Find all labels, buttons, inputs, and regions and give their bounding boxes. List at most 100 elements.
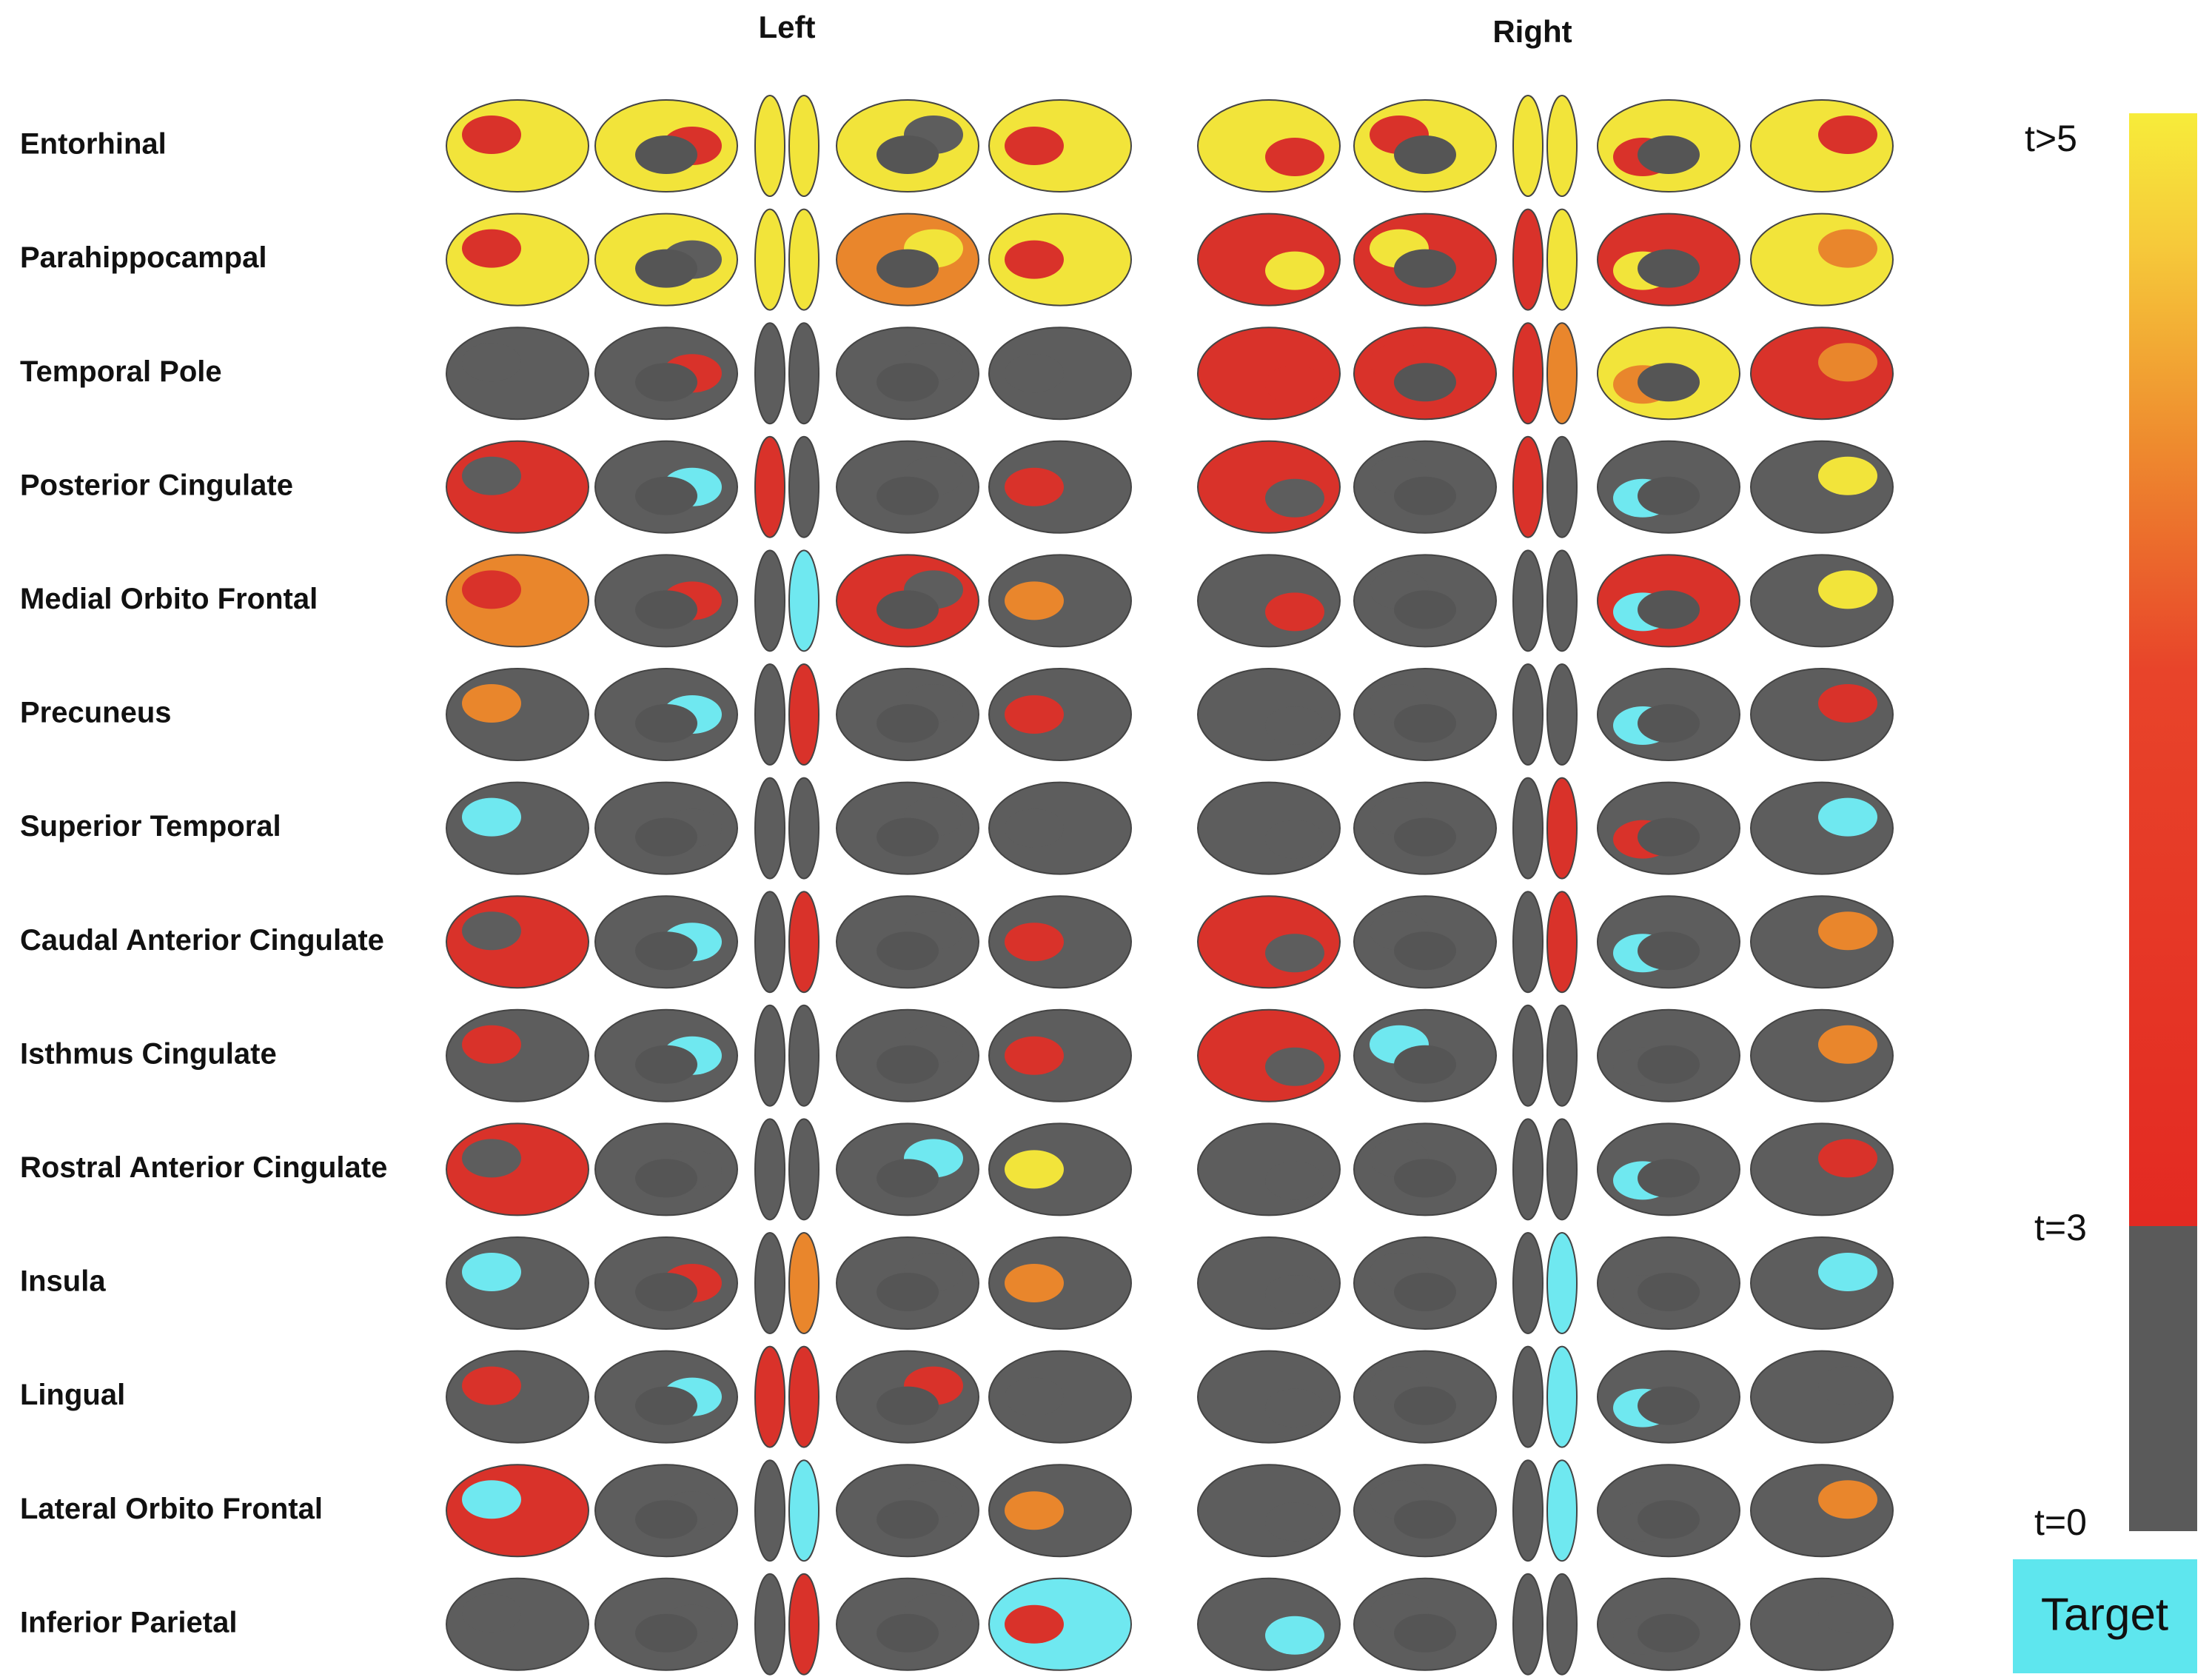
brain-dorsal <box>1546 663 1578 766</box>
row-label: Precuneus <box>20 697 172 729</box>
brain-patch <box>1818 229 1877 268</box>
brain-patch <box>1005 1264 1064 1302</box>
brain-dorsal <box>754 1004 785 1107</box>
row-label: Lateral Orbito Frontal <box>20 1493 323 1525</box>
brain-patch <box>1265 365 1324 404</box>
brain-dorsal <box>754 891 785 994</box>
brain-medial-wall <box>635 135 697 174</box>
brain-patch <box>1818 684 1877 723</box>
brain-medial-wall <box>1394 590 1456 629</box>
brain-dorsal <box>1546 95 1578 197</box>
brain-patch <box>1005 1150 1064 1189</box>
brain-patch <box>1265 1502 1324 1542</box>
brain-patch <box>1818 1025 1877 1064</box>
brain-dorsal <box>1546 549 1578 652</box>
brain-dorsal <box>754 1232 785 1334</box>
brain-dorsal <box>1546 1573 1578 1676</box>
brain-patch <box>1265 478 1324 518</box>
brain-medial-wall <box>1638 817 1700 857</box>
row-label: Insula <box>20 1265 106 1298</box>
brain-medial-wall <box>635 1045 697 1084</box>
brain-medial-wall <box>877 249 939 288</box>
brain-dorsal <box>1512 891 1544 994</box>
brain-medial-wall <box>635 1386 697 1425</box>
brain-medial-wall <box>1394 1273 1456 1311</box>
brain-patch <box>1005 240 1064 279</box>
brain-patch <box>1818 1480 1877 1519</box>
brain-medial-wall <box>877 931 939 971</box>
brain-patch <box>462 116 521 154</box>
brain-dorsal <box>1512 95 1544 197</box>
brain-medial-wall <box>1638 1045 1700 1084</box>
brain-medial-wall <box>635 1613 697 1653</box>
brain-dorsal <box>1546 1232 1578 1334</box>
colorbar-warm <box>2129 113 2197 1226</box>
brain-grid <box>446 95 1894 1676</box>
brain-medial-wall <box>1638 1273 1700 1311</box>
brain-medial-wall <box>1394 476 1456 515</box>
brain-medial-wall <box>877 1613 939 1653</box>
row-label: Lingual <box>20 1379 125 1411</box>
brain-medial-wall <box>877 590 939 629</box>
brain-patch <box>462 1139 521 1178</box>
brain-medial-wall <box>877 1045 939 1084</box>
brain-dorsal <box>1512 1459 1544 1562</box>
brain-medial-wall <box>1394 135 1456 174</box>
brain-patch <box>1265 251 1324 290</box>
brain-dorsal <box>788 1004 820 1107</box>
brain-patch <box>1005 1491 1064 1530</box>
row-label: Superior Temporal <box>20 810 281 843</box>
brain-dorsal <box>788 891 820 994</box>
brain-medial-wall <box>877 135 939 174</box>
brain-patch <box>462 229 521 268</box>
brain-patch <box>1005 695 1064 734</box>
brain-patch <box>1818 570 1877 609</box>
brain-patch <box>462 1480 521 1519</box>
row-label: Parahippocampal <box>20 241 267 274</box>
brain-medial-wall <box>1638 476 1700 515</box>
row-label: Isthmus Cingulate <box>20 1037 277 1070</box>
brain-dorsal <box>788 1459 820 1562</box>
brain-patch <box>1818 116 1877 154</box>
brain-medial-wall <box>1638 704 1700 743</box>
brain-dorsal <box>1546 322 1578 425</box>
brain-dorsal <box>1546 435 1578 538</box>
brain-medial-wall <box>1638 1159 1700 1198</box>
brain-dorsal <box>1512 1345 1544 1448</box>
brain-dorsal <box>754 1345 785 1448</box>
brain-medial-wall <box>1638 1500 1700 1539</box>
brain-medial-wall <box>1394 1386 1456 1425</box>
colorbar: t>5 t=3 t=0 Target <box>2013 113 2197 1673</box>
brain-patch <box>1818 1139 1877 1178</box>
left-header: Left <box>759 10 816 44</box>
brain-dorsal <box>1546 1459 1578 1562</box>
brain-medial-wall <box>635 1273 697 1311</box>
brain-dorsal <box>1512 1232 1544 1334</box>
brain-patch <box>462 456 521 495</box>
brain-patch <box>1818 456 1877 495</box>
brain-patch <box>1005 354 1064 393</box>
brain-medial-wall <box>877 1386 939 1425</box>
brain-medial-wall <box>1638 1613 1700 1653</box>
brain-patch <box>1265 138 1324 176</box>
brain-patch <box>1265 706 1324 745</box>
brain-patch <box>1005 1377 1064 1416</box>
row-label: Temporal Pole <box>20 355 222 388</box>
brain-medial-wall <box>877 363 939 402</box>
brain-patch <box>1265 1388 1324 1427</box>
row-label: Rostral Anterior Cingulate <box>20 1151 387 1184</box>
brain-dorsal <box>754 208 785 311</box>
brain-patch <box>462 797 521 837</box>
brain-patch <box>462 684 521 723</box>
brain-dorsal <box>1512 663 1544 766</box>
brain-dorsal <box>788 435 820 538</box>
brain-dorsal <box>788 1118 820 1221</box>
brain-medial-wall <box>635 1500 697 1539</box>
brain-patch <box>462 570 521 609</box>
brain-medial-wall <box>1638 363 1700 402</box>
brain-medial-wall <box>1394 1159 1456 1198</box>
brain-dorsal <box>754 95 785 197</box>
brain-patch <box>462 1025 521 1064</box>
row-label: Medial Orbito Frontal <box>20 583 318 615</box>
